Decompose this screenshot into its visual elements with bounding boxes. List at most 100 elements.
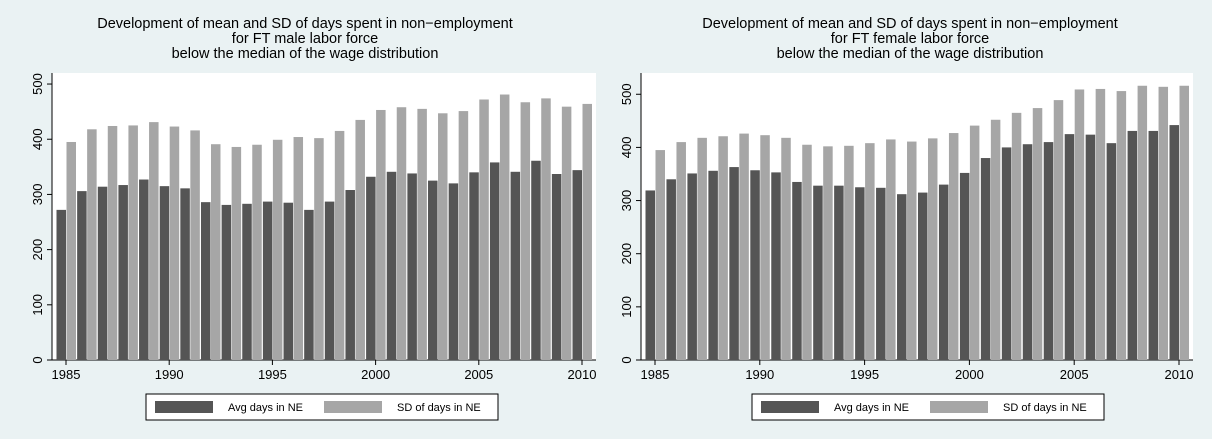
y-tick-label: 200	[30, 239, 45, 261]
bar-sd-days-2006	[1095, 88, 1106, 360]
x-tick-label: 2005	[1060, 367, 1089, 382]
bar-avg-days-1991	[771, 172, 781, 360]
bar-avg-days-1999	[345, 190, 355, 360]
bar-avg-days-1991	[180, 188, 190, 360]
bar-avg-days-2007	[510, 171, 521, 360]
female-chart-panel: Development of mean and SD of days spent…	[606, 0, 1212, 439]
bar-avg-days-2006	[489, 162, 500, 360]
legend-swatch-avg	[761, 401, 819, 413]
female-bar-chart: Development of mean and SD of days spent…	[606, 0, 1212, 439]
legend-swatch-sd	[930, 401, 988, 413]
x-tick-label: 1985	[641, 367, 670, 382]
legend-label-avg: Avg days in NE	[834, 402, 909, 414]
bar-avg-days-1995	[855, 187, 865, 360]
bar-sd-days-2003	[438, 113, 448, 361]
bar-avg-days-2004	[1043, 142, 1054, 360]
bar-sd-days-1988	[718, 136, 728, 360]
bar-sd-days-1991	[781, 137, 791, 360]
legend-label-sd: SD of days in NE	[397, 402, 481, 414]
x-tick-label: 2010	[568, 367, 597, 382]
legend-swatch-avg	[155, 401, 213, 413]
bar-sd-days-1996	[293, 137, 304, 360]
legend: Avg days in NE SD of days in NE	[751, 393, 1105, 421]
bar-avg-days-1987	[97, 186, 108, 360]
bar-sd-days-1985	[66, 141, 76, 360]
bar-avg-days-2003	[1022, 144, 1033, 360]
bar-sd-days-1985	[655, 150, 665, 360]
bar-avg-days-1992	[200, 202, 211, 360]
bar-sd-days-1990	[760, 135, 770, 360]
bar-sd-days-1995	[272, 139, 283, 360]
bar-sd-days-1988	[128, 125, 138, 360]
bar-sd-days-1993	[823, 146, 833, 360]
bar-avg-days-1994	[834, 185, 844, 360]
x-tick-label: 2000	[955, 367, 984, 382]
y-tick-label: 400	[30, 128, 45, 150]
y-tick-label: 300	[30, 184, 45, 206]
bar-sd-days-2000	[376, 109, 386, 360]
bar-avg-days-1998	[917, 192, 928, 360]
bar-avg-days-1987	[687, 173, 697, 360]
bar-avg-days-2001	[386, 171, 397, 360]
bar-sd-days-2008	[1137, 85, 1148, 360]
bar-avg-days-2000	[959, 172, 970, 360]
bar-sd-days-2005	[1074, 89, 1085, 361]
bar-avg-days-1989	[729, 167, 739, 360]
bar-sd-days-1987	[107, 125, 118, 360]
bar-sd-days-1989	[739, 133, 749, 360]
bar-sd-days-1994	[252, 144, 262, 360]
bar-sd-days-1998	[927, 138, 938, 360]
legend-swatch-sd	[324, 401, 382, 413]
bar-sd-days-1998	[334, 130, 345, 360]
chart-title-line: below the median of the wage distributio…	[172, 46, 439, 62]
bar-avg-days-1993	[221, 204, 232, 360]
bar-avg-days-2005	[1064, 134, 1075, 360]
bar-avg-days-1989	[139, 179, 149, 360]
bar-sd-days-1992	[210, 144, 221, 360]
bar-sd-days-2005	[479, 99, 489, 360]
bar-sd-days-1999	[355, 119, 365, 361]
bar-sd-days-1995	[865, 143, 875, 360]
bar-avg-days-2009	[551, 174, 562, 360]
bar-sd-days-2002	[1011, 112, 1022, 360]
bar-avg-days-1993	[813, 185, 823, 360]
bar-sd-days-2006	[499, 94, 510, 361]
chart-title-line: for FT male labor force	[232, 31, 378, 47]
bar-sd-days-1991	[190, 130, 200, 360]
bar-avg-days-2001	[980, 158, 991, 360]
bar-avg-days-2007	[1106, 143, 1117, 360]
bar-avg-days-2010	[572, 170, 582, 360]
bar-avg-days-2008	[1127, 130, 1138, 360]
bar-avg-days-2009	[1148, 130, 1159, 360]
bar-sd-days-2009	[1158, 86, 1169, 361]
bar-sd-days-1989	[149, 122, 159, 360]
bar-avg-days-1994	[242, 203, 252, 360]
bar-sd-days-2002	[417, 108, 427, 360]
y-tick-label: 100	[619, 296, 634, 318]
bar-sd-days-2004	[458, 111, 469, 360]
y-tick-label: 300	[619, 190, 634, 212]
bar-avg-days-2005	[469, 172, 479, 360]
chart-title-line: for FT female labor force	[831, 31, 990, 47]
chart-title-line: Development of mean and SD of days spent…	[702, 16, 1118, 32]
bar-avg-days-2004	[448, 183, 459, 360]
y-tick-label: 0	[619, 356, 634, 363]
bar-sd-days-1993	[231, 146, 242, 360]
x-tick-label: 2010	[1165, 367, 1194, 382]
bar-sd-days-2003	[1032, 108, 1043, 360]
bar-avg-days-1988	[708, 170, 718, 360]
bar-avg-days-2010	[1169, 125, 1179, 361]
bar-avg-days-1997	[897, 194, 907, 360]
bar-avg-days-1996	[283, 202, 294, 360]
x-tick-label: 1990	[745, 367, 774, 382]
bar-sd-days-1986	[87, 129, 97, 360]
bar-sd-days-2000	[969, 125, 980, 360]
bar-sd-days-1986	[676, 142, 686, 360]
legend: Avg days in NE SD of days in NE	[145, 393, 499, 421]
x-tick-label: 1995	[258, 367, 287, 382]
bar-sd-days-2004	[1053, 100, 1064, 360]
bar-avg-days-1990	[159, 186, 170, 360]
x-tick-label: 2000	[361, 367, 390, 382]
y-tick-label: 200	[619, 243, 634, 265]
